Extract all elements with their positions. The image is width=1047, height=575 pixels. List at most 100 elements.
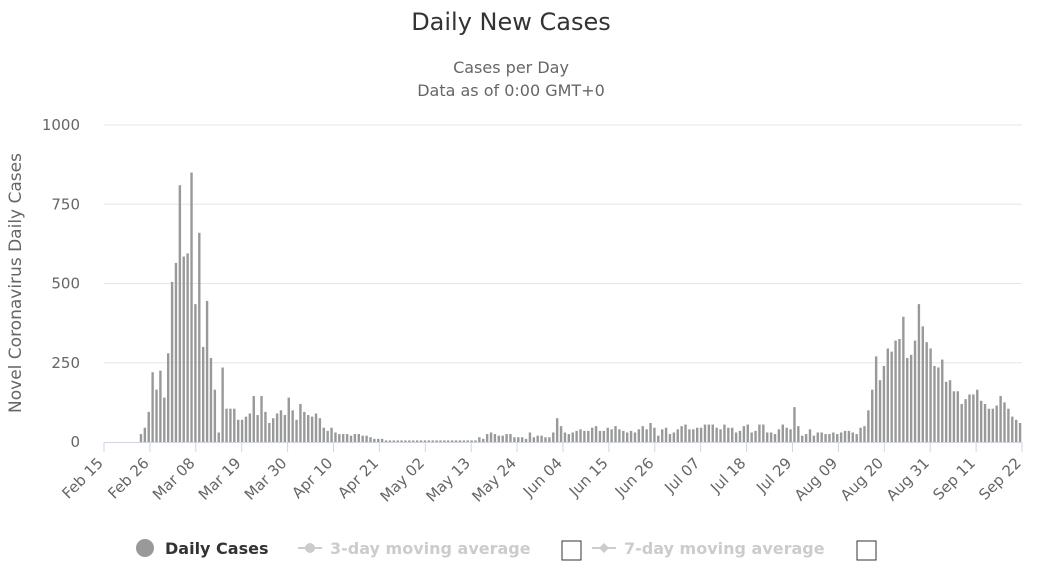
bar[interactable] xyxy=(769,432,773,442)
bar[interactable] xyxy=(264,411,267,442)
bar[interactable] xyxy=(746,424,749,442)
bar[interactable] xyxy=(1003,402,1006,443)
bar[interactable] xyxy=(517,437,520,442)
bar[interactable] xyxy=(925,342,928,442)
bar[interactable] xyxy=(937,367,940,443)
bar[interactable] xyxy=(248,413,252,442)
bar[interactable] xyxy=(540,435,543,442)
bar[interactable] xyxy=(882,365,886,442)
bar[interactable] xyxy=(983,403,987,442)
bar[interactable] xyxy=(579,429,582,442)
bar[interactable] xyxy=(964,399,967,442)
bar[interactable] xyxy=(871,389,874,442)
bar[interactable] xyxy=(754,430,757,442)
bar[interactable] xyxy=(590,427,594,442)
bar[interactable] xyxy=(310,416,314,442)
bar[interactable] xyxy=(201,346,205,442)
bar[interactable] xyxy=(979,400,983,442)
bar[interactable] xyxy=(209,358,213,442)
bar[interactable] xyxy=(968,394,971,442)
bar[interactable] xyxy=(268,422,271,442)
bar[interactable] xyxy=(956,391,960,442)
bar[interactable] xyxy=(948,380,952,442)
bar[interactable] xyxy=(653,427,656,442)
bar[interactable] xyxy=(384,440,388,442)
bar[interactable] xyxy=(295,419,298,442)
bar[interactable] xyxy=(695,427,699,442)
bar[interactable] xyxy=(731,427,734,442)
bar[interactable] xyxy=(723,424,726,442)
bar[interactable] xyxy=(909,354,913,442)
bar[interactable] xyxy=(287,397,290,442)
bar[interactable] xyxy=(454,440,458,442)
bar[interactable] xyxy=(917,304,921,442)
bar[interactable] xyxy=(820,432,823,442)
bar[interactable] xyxy=(272,418,275,442)
bar[interactable] xyxy=(505,434,508,442)
bar[interactable] xyxy=(952,391,956,442)
bar[interactable] xyxy=(415,440,419,442)
bar[interactable] xyxy=(365,435,368,442)
bar[interactable] xyxy=(439,440,442,442)
bar[interactable] xyxy=(470,440,473,442)
bar[interactable] xyxy=(524,438,528,442)
bar[interactable] xyxy=(338,434,341,442)
bar[interactable] xyxy=(450,440,454,442)
bar[interactable] xyxy=(575,430,578,442)
bar[interactable] xyxy=(781,424,784,442)
bar[interactable] xyxy=(699,427,703,442)
bar[interactable] xyxy=(155,389,158,442)
bar[interactable] xyxy=(334,432,337,442)
bar[interactable] xyxy=(493,434,497,442)
bar[interactable] xyxy=(513,437,516,442)
bar[interactable] xyxy=(345,434,349,442)
bar[interactable] xyxy=(349,435,353,442)
bar[interactable] xyxy=(598,430,602,442)
bar[interactable] xyxy=(412,440,415,442)
bar[interactable] xyxy=(240,419,244,442)
bar[interactable] xyxy=(742,426,746,442)
bar[interactable] xyxy=(567,434,571,442)
bar[interactable] xyxy=(874,356,878,442)
bar[interactable] xyxy=(205,300,209,442)
bar[interactable] xyxy=(960,403,963,442)
bar[interactable] xyxy=(559,426,563,442)
bar[interactable] xyxy=(898,338,901,442)
bar[interactable] xyxy=(458,440,462,442)
bar[interactable] xyxy=(244,416,248,442)
bar[interactable] xyxy=(217,432,220,442)
bar[interactable] xyxy=(944,381,948,442)
bar[interactable] xyxy=(610,429,613,442)
bar[interactable] xyxy=(166,353,170,442)
bar[interactable] xyxy=(1007,408,1010,442)
bar[interactable] xyxy=(532,437,536,442)
bar[interactable] xyxy=(314,413,318,442)
bar[interactable] xyxy=(544,437,547,442)
bar[interactable] xyxy=(660,429,664,442)
bar[interactable] xyxy=(307,415,310,442)
bar[interactable] xyxy=(229,408,232,442)
bar[interactable] xyxy=(773,434,777,442)
bar[interactable] xyxy=(645,429,648,442)
bar[interactable] xyxy=(555,418,559,442)
bar[interactable] xyxy=(396,440,399,442)
bar[interactable] xyxy=(548,437,551,442)
bar[interactable] xyxy=(275,413,279,442)
bar[interactable] xyxy=(291,410,294,442)
bar[interactable] xyxy=(793,407,796,442)
bar[interactable] xyxy=(174,262,178,442)
bar[interactable] xyxy=(664,427,668,442)
bar[interactable] xyxy=(649,422,652,442)
bar[interactable] xyxy=(902,316,905,442)
bar[interactable] xyxy=(668,434,672,442)
bar[interactable] xyxy=(894,340,897,442)
bar[interactable] xyxy=(520,437,524,442)
bar[interactable] xyxy=(563,432,567,442)
bar[interactable] xyxy=(260,396,263,442)
bar[interactable] xyxy=(427,440,431,442)
bar[interactable] xyxy=(688,429,691,442)
bar[interactable] xyxy=(633,432,637,442)
bar[interactable] xyxy=(159,370,162,442)
bar[interactable] xyxy=(941,359,944,442)
bar[interactable] xyxy=(602,430,606,442)
